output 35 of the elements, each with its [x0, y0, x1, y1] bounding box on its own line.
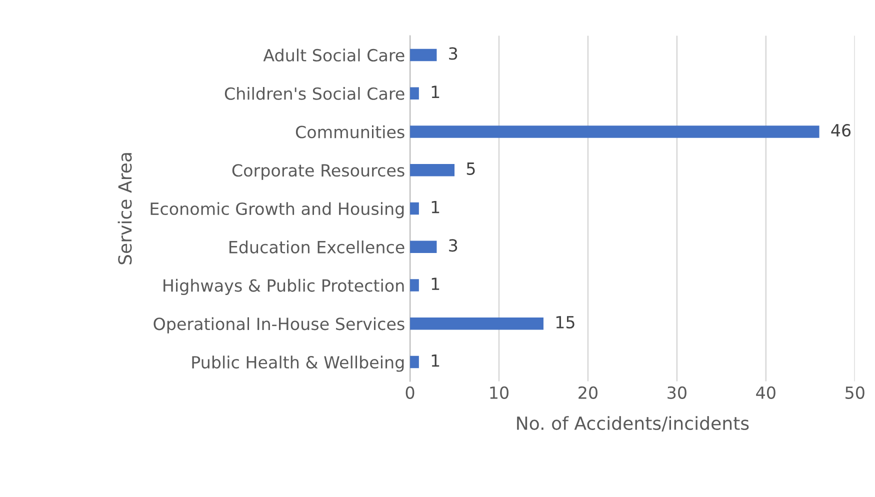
bar	[410, 164, 455, 176]
data-label: 1	[432, 278, 440, 290]
x-tick-label: 30	[668, 386, 686, 399]
data-label: 1	[432, 200, 440, 214]
bar	[410, 48, 437, 62]
bar	[410, 87, 419, 100]
y-tick-label: Operational In-House Services	[154, 317, 404, 334]
data-label: 15	[556, 316, 574, 328]
bar	[410, 240, 437, 254]
y-tick-label: Corporate Resources	[232, 164, 404, 180]
y-tick-label: Public Health & Wellbeing	[192, 356, 404, 372]
y-tick-label: Adult Social Care	[263, 48, 404, 62]
data-label: 1	[432, 354, 440, 367]
y-tick-label: Economic Growth and Housing	[150, 202, 404, 218]
bar	[410, 317, 544, 330]
x-tick-label: 40	[756, 386, 776, 399]
y-tick-label: Highways & Public Protection	[164, 278, 404, 296]
y-tick-label: Communities	[296, 125, 404, 138]
bar	[410, 279, 419, 292]
x-tick-label: 20	[578, 386, 598, 399]
data-label: 5	[466, 162, 475, 175]
data-label: 3	[449, 239, 458, 252]
bar	[410, 202, 419, 215]
x-tick-label: 50	[846, 386, 864, 399]
x-tick-label: 0	[406, 386, 414, 399]
bar	[410, 356, 419, 368]
y-tick-label: Education Excellence	[230, 240, 404, 254]
bar	[410, 126, 820, 138]
data-label: 1	[432, 86, 440, 98]
x-axis-title: No. of Accidents/incidents	[517, 416, 749, 432]
data-label: 3	[449, 47, 458, 60]
x-tick-label: 10	[490, 386, 508, 399]
data-label: 46	[831, 124, 851, 137]
y-axis-title: Service Area	[118, 153, 132, 264]
y-tick-label: Children's Social Care	[224, 87, 404, 100]
